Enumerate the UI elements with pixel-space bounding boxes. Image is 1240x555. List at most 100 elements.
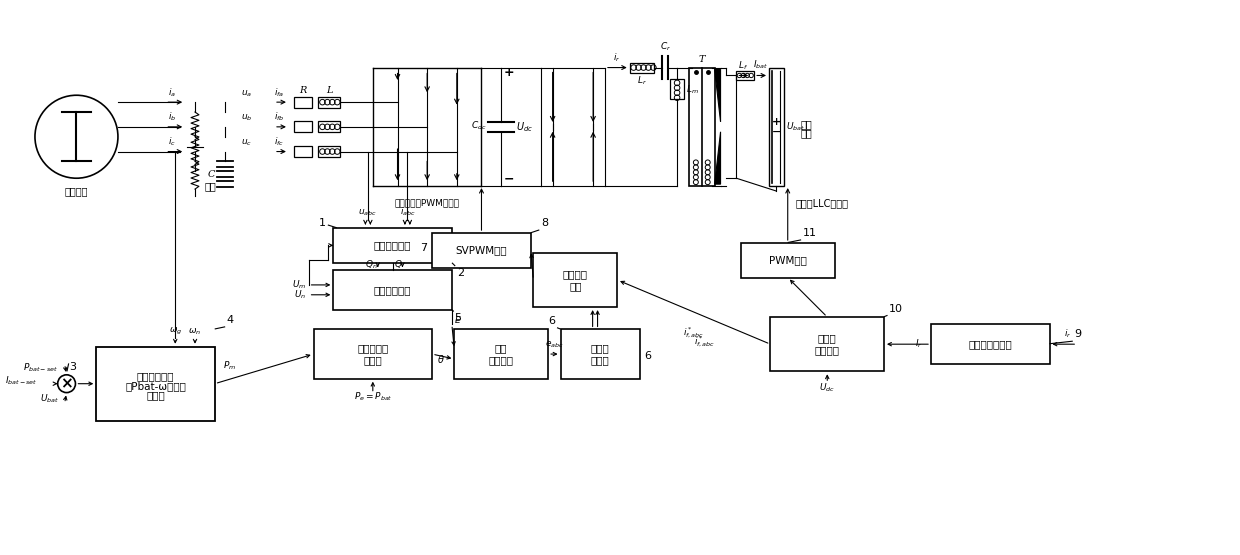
Text: 7: 7 (420, 243, 427, 253)
Polygon shape (714, 69, 720, 122)
Text: $P_m$: $P_m$ (223, 360, 236, 372)
Text: $i_a$: $i_a$ (169, 86, 176, 99)
Text: $U_{dc}$: $U_{dc}$ (516, 120, 533, 134)
Text: $I_{bat}$: $I_{bat}$ (754, 58, 769, 71)
Text: $C_r$: $C_r$ (660, 41, 671, 53)
Text: C: C (207, 170, 215, 179)
Text: $u_a$: $u_a$ (242, 88, 253, 99)
Text: 励磁控制单元: 励磁控制单元 (373, 285, 412, 295)
Text: PWM单元: PWM单元 (769, 255, 807, 265)
Text: $P_{bat-set}$: $P_{bat-set}$ (24, 362, 58, 375)
Bar (432, 233, 531, 268)
Text: 转子运动方
程单元: 转子运动方 程单元 (357, 343, 388, 365)
Text: $Q_n$: $Q_n$ (365, 258, 378, 271)
Text: $I_{bat-set}$: $I_{bat-set}$ (5, 375, 38, 387)
Text: $L_r$: $L_r$ (636, 74, 646, 87)
Text: R: R (299, 86, 306, 95)
Text: 制单元: 制单元 (146, 391, 165, 401)
Text: $i^*_{f,abc}$: $i^*_{f,abc}$ (683, 326, 704, 340)
Text: 电池: 电池 (801, 128, 812, 138)
Text: +: + (503, 66, 513, 79)
Bar (931, 325, 1049, 364)
Bar (737, 71, 754, 80)
Bar (319, 122, 340, 132)
Bar (740, 243, 835, 278)
Bar (97, 347, 215, 421)
Text: 2: 2 (456, 268, 464, 278)
Text: 5: 5 (454, 312, 461, 322)
Text: $U_m$: $U_m$ (293, 279, 306, 291)
Text: $L_m$: $L_m$ (686, 83, 699, 95)
Bar (769, 68, 784, 186)
Text: $E$: $E$ (454, 314, 461, 325)
Text: SVPWM单元: SVPWM单元 (455, 245, 507, 255)
Bar (670, 79, 684, 99)
Text: +: + (771, 117, 781, 127)
Bar (560, 329, 640, 379)
Text: $i_r$: $i_r$ (1064, 328, 1071, 340)
Text: 测量计算单元: 测量计算单元 (373, 240, 412, 250)
Text: 同步电网: 同步电网 (64, 186, 88, 196)
Bar (294, 122, 311, 132)
Bar (334, 270, 451, 310)
Text: $i_{abc}$: $i_{abc}$ (399, 206, 415, 218)
Text: $L_f$: $L_f$ (738, 59, 748, 72)
Text: $u_b$: $u_b$ (242, 113, 253, 123)
Bar (770, 317, 884, 371)
Text: 8: 8 (541, 218, 548, 228)
Text: 负荷: 负荷 (205, 181, 217, 191)
Text: $C_{dc}$: $C_{dc}$ (471, 120, 486, 132)
Text: 基于充电模式: 基于充电模式 (136, 371, 175, 381)
Text: $U_n$: $U_n$ (294, 289, 306, 301)
Text: 11: 11 (802, 228, 817, 238)
Bar (689, 68, 714, 186)
Text: $u_c$: $u_c$ (242, 138, 253, 148)
Text: $i^*_{f,abc}$: $i^*_{f,abc}$ (694, 335, 715, 349)
Text: $P_e = P_{bat}$: $P_e = P_{bat}$ (353, 391, 392, 403)
Text: $i_{fb}$: $i_{fb}$ (274, 111, 284, 123)
Text: $\omega_n$: $\omega_n$ (188, 326, 202, 337)
Text: 双闭环
控制单元: 双闭环 控制单元 (815, 334, 839, 355)
Text: 10: 10 (889, 304, 903, 314)
Text: $U_{bat}$: $U_{bat}$ (786, 120, 805, 133)
Polygon shape (714, 132, 720, 184)
Text: $i_r$: $i_r$ (613, 51, 620, 64)
Text: 1: 1 (319, 218, 325, 228)
Bar (294, 97, 311, 108)
Bar (454, 329, 548, 379)
Text: $i_{fa}$: $i_{fa}$ (274, 86, 284, 99)
Text: $\omega_g$: $\omega_g$ (169, 326, 182, 337)
Text: 定子电
压方程: 定子电 压方程 (590, 343, 609, 365)
Text: −: − (771, 127, 781, 137)
Text: 电流控制
单元: 电流控制 单元 (563, 269, 588, 291)
Text: $Q$: $Q$ (394, 259, 403, 270)
Text: $U_{dc}$: $U_{dc}$ (820, 381, 836, 393)
Text: 有效値测量单元: 有效値测量单元 (968, 339, 1012, 349)
Bar (533, 253, 618, 307)
Text: $i_c$: $i_c$ (169, 135, 176, 148)
Text: 全憐振LLC变换器: 全憐振LLC变换器 (796, 198, 849, 208)
Text: T: T (698, 54, 706, 64)
Text: 6: 6 (548, 316, 556, 326)
Bar (294, 146, 311, 157)
Text: ×: × (61, 376, 73, 391)
Text: $e_{abc}$: $e_{abc}$ (544, 340, 564, 350)
Text: L: L (326, 86, 332, 95)
Text: 的Pbat-ω下垄控: 的Pbat-ω下垄控 (125, 381, 186, 391)
Text: $i_b$: $i_b$ (169, 111, 176, 123)
Text: 4: 4 (227, 315, 233, 325)
Bar (630, 63, 655, 73)
Bar (319, 146, 340, 157)
Text: 三相电压源PWM整流器: 三相电压源PWM整流器 (394, 198, 460, 207)
Text: $U_{bat}$: $U_{bat}$ (40, 393, 58, 406)
Text: −: − (503, 173, 513, 186)
Text: 动力: 动力 (801, 119, 812, 129)
Text: 3: 3 (69, 362, 77, 372)
Text: 9: 9 (1074, 329, 1081, 339)
Bar (319, 97, 340, 108)
Text: $\theta$: $\theta$ (436, 353, 445, 365)
Text: 6: 6 (645, 351, 651, 361)
Bar (314, 329, 432, 379)
Text: $I_r$: $I_r$ (915, 338, 923, 350)
Text: $i_{fc}$: $i_{fc}$ (274, 135, 284, 148)
